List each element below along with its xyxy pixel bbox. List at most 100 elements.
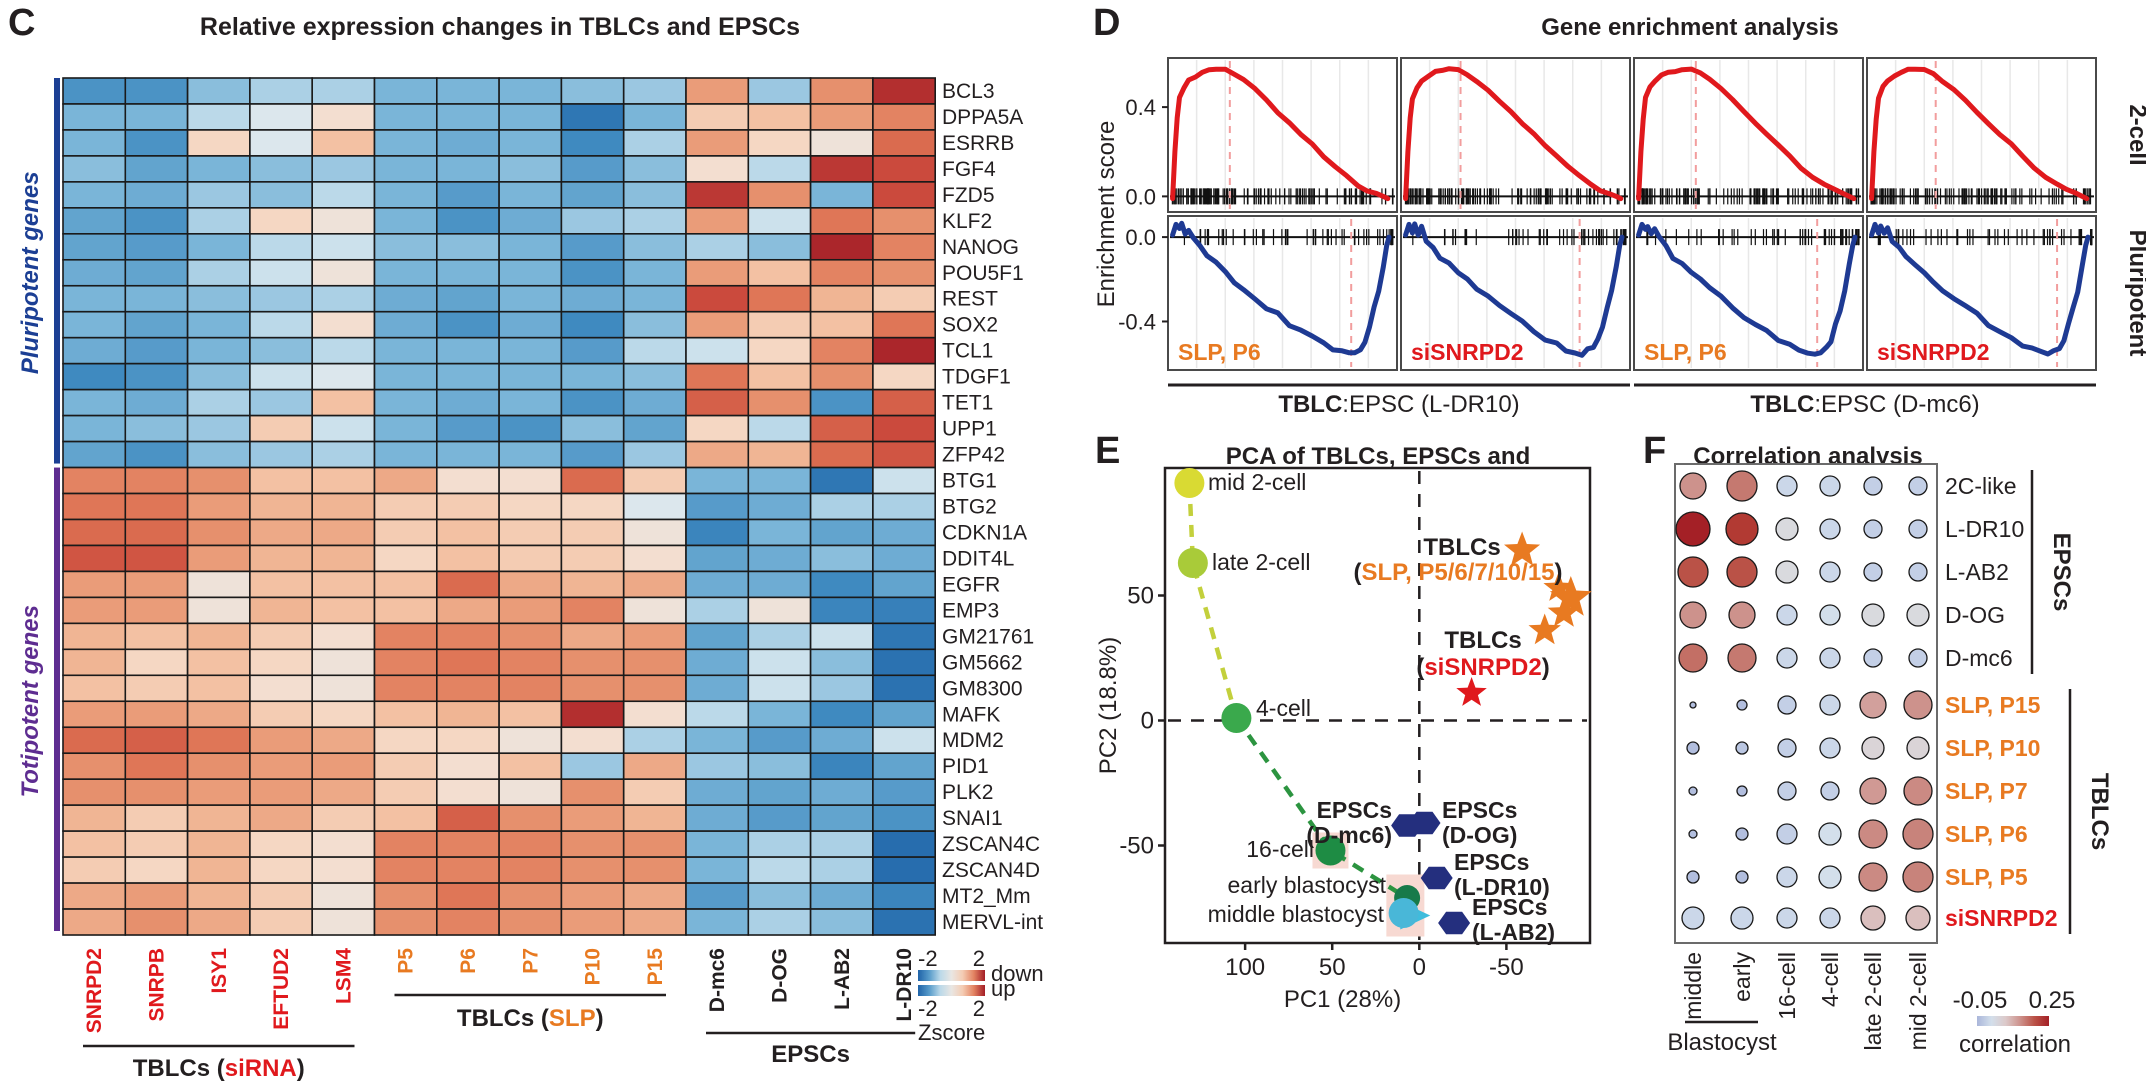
heatmap-cell <box>373 570 438 599</box>
correlation-bubble <box>1908 648 1928 668</box>
heatmap-cell <box>186 181 251 209</box>
heatmap-cell <box>311 233 376 261</box>
heatmap-cell <box>560 362 625 391</box>
panel-e-label: E <box>1095 430 1121 472</box>
correlation-bubble <box>1730 906 1754 930</box>
heatmap-cell <box>809 155 874 183</box>
heatmap-cell <box>124 233 189 261</box>
x-tick-label: 50 <box>1319 954 1346 981</box>
heatmap-cell <box>124 258 189 287</box>
heatmap-cell <box>872 674 937 703</box>
heatmap-cell <box>560 570 625 599</box>
heatmap-cell <box>373 830 438 858</box>
heatmap-cell <box>62 570 127 599</box>
heatmap-cell <box>373 440 438 469</box>
heatmap-cell <box>435 752 500 780</box>
heatmap-cell <box>435 856 500 884</box>
heatmap-cell <box>124 570 189 599</box>
heatmap-cell <box>809 233 874 261</box>
heatmap-cell <box>62 544 127 573</box>
heatmap-cell <box>311 336 376 365</box>
correlation-bubble <box>1776 866 1798 888</box>
heatmap-cell <box>249 544 313 573</box>
correlation-bubble <box>1726 470 1758 502</box>
heatmap-cell <box>124 648 189 677</box>
heatmap-cell <box>872 181 937 209</box>
heatmap-cell <box>124 466 189 495</box>
heatmap-cell <box>498 103 563 131</box>
gene-label: SOX2 <box>942 314 998 337</box>
heatmap-cell <box>560 830 625 858</box>
heatmap-cell <box>498 388 563 417</box>
heatmap-cell <box>622 856 687 884</box>
pca-annotation: early blastocyst <box>1227 872 1386 898</box>
heatmap-cell <box>62 804 127 832</box>
heatmap-cell <box>747 570 812 599</box>
heatmap-cell <box>498 284 563 313</box>
heatmap-cell <box>622 908 687 936</box>
heatmap-cell <box>124 778 189 806</box>
heatmap-cell <box>186 856 251 884</box>
heatmap-cell <box>747 622 812 651</box>
heatmap-cell <box>124 362 189 391</box>
column-label: P10 <box>582 948 605 985</box>
heatmap-cell <box>62 414 127 443</box>
heatmap-cell <box>747 336 812 365</box>
heatmap-cell <box>622 258 687 287</box>
gene-group-bar <box>54 78 60 464</box>
heatmap-cell <box>186 77 251 105</box>
heatmap-cell <box>498 440 563 469</box>
gsea-group-label: TBLC:EPSC (D-mc6) <box>1750 391 1979 418</box>
heatmap-cell <box>62 648 127 677</box>
heatmap-cell <box>186 882 251 910</box>
heatmap-cell <box>124 908 189 936</box>
heatmap-cell <box>186 700 251 729</box>
correlation-bubble <box>1677 556 1709 588</box>
column-label: EFTUD2 <box>270 948 293 1030</box>
heatmap-cell <box>249 856 313 884</box>
heatmap-cell <box>685 155 750 183</box>
heatmap-cell <box>747 544 812 573</box>
correlation-bubble <box>1728 601 1756 629</box>
heatmap-cell <box>685 570 750 599</box>
heatmap-cell <box>311 362 376 391</box>
column-label: D-mc6 <box>706 948 729 1012</box>
heatmap-cell <box>622 466 687 495</box>
heatmap-cell <box>249 207 313 235</box>
gsea-panel-label: siSNRPD2 <box>1411 339 1523 365</box>
heatmap-cell <box>747 233 812 261</box>
corr-legend-max: 0.25 <box>2029 987 2076 1014</box>
heatmap-cell <box>809 466 874 495</box>
enrichment-curve <box>1170 220 1392 356</box>
heatmap-cell <box>62 336 127 365</box>
heatmap-cell <box>747 804 812 832</box>
gene-label: KLF2 <box>942 210 992 233</box>
heatmap-cell <box>311 414 376 443</box>
heatmap-cell <box>622 674 687 703</box>
heatmap-cell <box>685 440 750 469</box>
heatmap-cell <box>62 207 127 235</box>
correlation-bubble <box>1863 519 1883 539</box>
heatmap-cell <box>186 492 251 521</box>
heatmap-cell <box>435 440 500 469</box>
heatmap-cell <box>311 518 376 547</box>
heatmap-cell <box>685 544 750 573</box>
heatmap-cell <box>62 181 127 209</box>
heatmap-cell <box>62 129 127 157</box>
heatmap-cell <box>186 518 251 547</box>
tblc-slp-star <box>1549 576 1592 616</box>
heatmap-cell <box>685 804 750 832</box>
heatmap-cell <box>62 233 127 261</box>
heatmap-cell <box>249 700 313 729</box>
gene-label: GM8300 <box>942 677 1023 700</box>
heatmap-cell <box>435 778 500 806</box>
heatmap-cell <box>747 908 812 936</box>
heatmap-cell <box>498 233 563 261</box>
heatmap-cell <box>249 440 313 469</box>
heatmap-cell <box>498 804 563 832</box>
tblc-slp-star <box>1543 572 1574 601</box>
embryo-point <box>1388 898 1419 928</box>
heatmap-cell <box>186 726 251 755</box>
heatmap-cell <box>747 362 812 391</box>
heatmap-cell <box>622 440 687 469</box>
